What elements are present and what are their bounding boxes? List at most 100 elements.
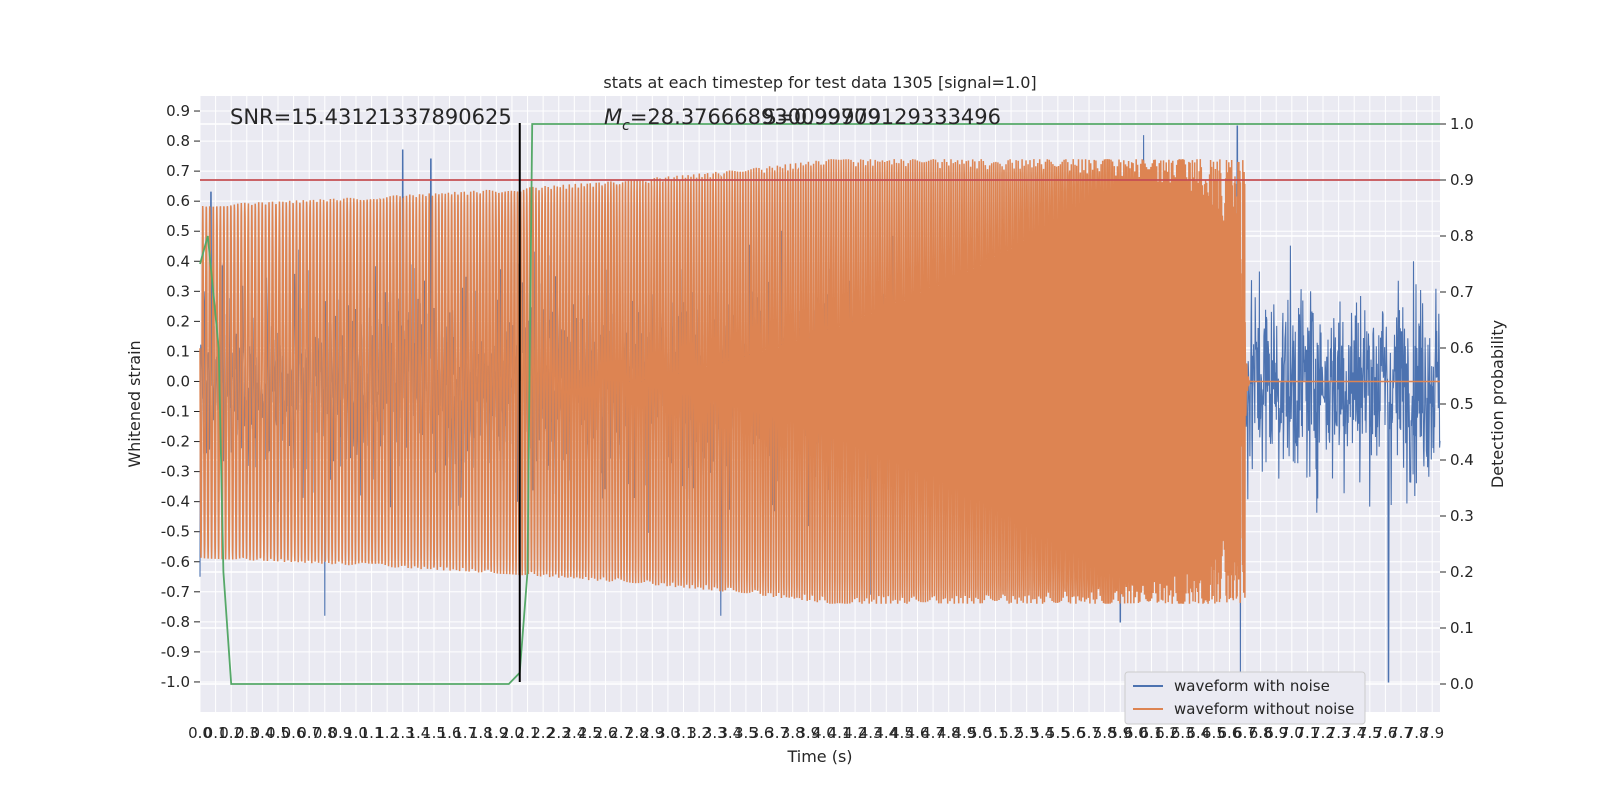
- y-axis-label: Whitened strain: [125, 340, 144, 467]
- y-tick-label: -0.1: [161, 403, 190, 421]
- x-tick-label: 6.3: [1171, 724, 1195, 742]
- x-tick-label: 0.0: [188, 724, 212, 742]
- x-tick-label: 6.4: [1186, 724, 1210, 742]
- right-y-tick-label: 0.3: [1450, 507, 1474, 525]
- x-tick-label: 5.8: [1093, 724, 1117, 742]
- x-tick-label: 4.4: [874, 724, 898, 742]
- x-tick-labels: 0.00.10.20.30.40.50.60.70.80.91.01.11.21…: [188, 724, 1444, 742]
- x-tick-label: 3.4: [718, 724, 742, 742]
- y-tick-label: 0.3: [166, 282, 190, 300]
- x-tick-label: 6.7: [1233, 724, 1257, 742]
- y-tick-label: 0.6: [166, 192, 190, 210]
- y-tick-label: 0.1: [166, 342, 190, 360]
- x-tick-label: 1.2: [375, 724, 399, 742]
- right-y-tick-label: 0.1: [1450, 619, 1474, 637]
- y-tick-labels: 0.9 0.8 0.7 0.6 0.5 0.4 0.3 0.2 0.1 0.0 -0.1 -0.2 -0…: [161, 102, 190, 691]
- right-y-tick-label: 0.9: [1450, 171, 1474, 189]
- x-tick-label: 5.1: [984, 724, 1008, 742]
- y-tick-label: -1.0: [161, 673, 190, 691]
- x-tick-label: 4.9: [952, 724, 976, 742]
- x-tick-label: 2.0: [500, 724, 524, 742]
- x-tick-label: 7.1: [1295, 724, 1319, 742]
- x-tick-label: 2.4: [562, 724, 586, 742]
- y-tick-label: -0.5: [161, 523, 190, 541]
- right-y-tick-label: 1.0: [1450, 115, 1474, 133]
- x-tick-label: 3.6: [750, 724, 774, 742]
- legend-box: [1124, 671, 1366, 725]
- legend: waveform with noise waveform without noi…: [1124, 671, 1366, 725]
- x-tick-label: 2.6: [594, 724, 618, 742]
- x-tick-label: 4.1: [828, 724, 852, 742]
- right-y-tick-label: 0.2: [1450, 563, 1474, 581]
- x-tick-label: 2.9: [640, 724, 664, 742]
- x-tick-label: 7.8: [1405, 724, 1429, 742]
- x-tick-label: 4.5: [890, 724, 914, 742]
- x-tick-label: 0.7: [297, 724, 321, 742]
- right-y-tick-label: 0.5: [1450, 395, 1474, 413]
- x-tick-label: 6.2: [1155, 724, 1179, 742]
- x-tick-label: 6.1: [1140, 724, 1164, 742]
- x-tick-label: 4.6: [906, 724, 930, 742]
- x-tick-label: 3.5: [734, 724, 758, 742]
- chirp-mass-symbol: M: [604, 105, 622, 129]
- x-tick-label: 7.6: [1373, 724, 1397, 742]
- y-tick-label: 0.0: [166, 372, 190, 390]
- y-tick-label: -0.2: [161, 433, 190, 451]
- chirp-mass-annotation: Mc=28.376668930099979: [604, 105, 881, 134]
- y-tick-label: -0.7: [161, 583, 190, 601]
- y-tick-label: -0.8: [161, 613, 190, 631]
- x-tick-label: 0.6: [282, 724, 306, 742]
- y-tick-label: 0.9: [166, 102, 190, 120]
- x-axis-label: Time (s): [786, 747, 852, 766]
- x-tick-label: 4.0: [812, 724, 836, 742]
- y-tick-label: -0.9: [161, 643, 190, 661]
- x-tick-label: 0.9: [328, 724, 352, 742]
- y-tick-label: 0.5: [166, 222, 190, 240]
- x-tick-label: 1.5: [422, 724, 446, 742]
- right-y-tick-label: 0.6: [1450, 339, 1474, 357]
- x-tick-label: 2.8: [625, 724, 649, 742]
- x-tick-label: 6.8: [1249, 724, 1273, 742]
- x-tick-label: 1.3: [391, 724, 415, 742]
- x-tick-label: 1.6: [438, 724, 462, 742]
- x-tick-label: 0.8: [313, 724, 337, 742]
- x-tick-label: 3.2: [687, 724, 711, 742]
- x-tick-label: 6.5: [1202, 724, 1226, 742]
- y-tick-label: 0.7: [166, 162, 190, 180]
- series-waveform-without-noise: [199, 159, 1440, 604]
- x-tick-label: 0.1: [204, 724, 228, 742]
- right-y-tick-label: 0.8: [1450, 227, 1474, 245]
- right-y-tick-labels: 1.0 0.9 0.8 0.7 0.6 0.5 0.4 0.3 0.2 0.1 0.0: [1450, 115, 1474, 693]
- legend-label-noise: waveform with noise: [1174, 677, 1330, 695]
- x-tick-label: 5.9: [1108, 724, 1132, 742]
- x-tick-label: 7.9: [1420, 724, 1444, 742]
- chirp-mass-subscript: c: [622, 118, 630, 134]
- y-tick-label: -0.3: [161, 463, 190, 481]
- x-tick-label: 3.8: [781, 724, 805, 742]
- x-tick-label: 7.2: [1311, 724, 1335, 742]
- x-tick-label: 3.3: [703, 724, 727, 742]
- overlap-annotation: S=0.99709129333496: [763, 105, 1001, 129]
- legend-label-clean: waveform without noise: [1174, 700, 1354, 718]
- x-tick-label: 4.8: [937, 724, 961, 742]
- x-tick-label: 7.0: [1280, 724, 1304, 742]
- x-tick-label: 5.3: [1015, 724, 1039, 742]
- x-tick-label: 6.0: [1124, 724, 1148, 742]
- x-tick-label: 2.1: [516, 724, 540, 742]
- x-tick-label: 0.5: [266, 724, 290, 742]
- x-tick-label: 3.1: [672, 724, 696, 742]
- x-tick-label: 5.6: [1062, 724, 1086, 742]
- x-tick-label: 7.3: [1327, 724, 1351, 742]
- waveform-without-noise-line: [199, 159, 1440, 604]
- x-tick-label: 5.0: [968, 724, 992, 742]
- x-tick-label: 7.4: [1342, 724, 1366, 742]
- chart-title: stats at each timestep for test data 130…: [603, 73, 1036, 92]
- x-tick-label: 1.1: [360, 724, 384, 742]
- x-tick-label: 3.9: [796, 724, 820, 742]
- y-tick-label: 0.8: [166, 132, 190, 150]
- y-tick-label: 0.4: [166, 252, 190, 270]
- x-tick-label: 6.9: [1264, 724, 1288, 742]
- x-tick-label: 0.2: [219, 724, 243, 742]
